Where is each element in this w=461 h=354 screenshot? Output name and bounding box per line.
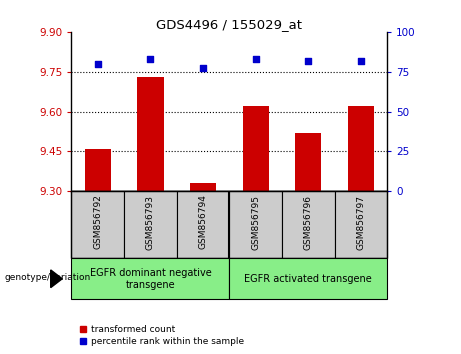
Bar bbox=[190, 183, 216, 191]
Text: genotype/variation: genotype/variation bbox=[5, 273, 91, 281]
Text: GSM856793: GSM856793 bbox=[146, 195, 155, 250]
Bar bbox=[177, 191, 229, 258]
Title: GDS4496 / 155029_at: GDS4496 / 155029_at bbox=[156, 18, 302, 31]
Point bbox=[94, 61, 101, 67]
Text: GSM856795: GSM856795 bbox=[251, 195, 260, 250]
Text: GSM856794: GSM856794 bbox=[199, 195, 207, 250]
Bar bbox=[71, 258, 229, 299]
Point bbox=[147, 56, 154, 62]
Bar bbox=[85, 149, 111, 191]
Bar bbox=[242, 106, 269, 191]
Bar bbox=[348, 106, 374, 191]
Point bbox=[252, 56, 260, 62]
Text: EGFR dominant negative
transgene: EGFR dominant negative transgene bbox=[89, 268, 211, 290]
Bar bbox=[124, 191, 177, 258]
Point bbox=[357, 58, 365, 63]
Bar bbox=[229, 258, 387, 299]
Text: EGFR activated transgene: EGFR activated transgene bbox=[244, 274, 372, 284]
Text: GSM856796: GSM856796 bbox=[304, 195, 313, 250]
Bar bbox=[282, 191, 335, 258]
Point bbox=[199, 66, 207, 72]
Bar bbox=[295, 133, 321, 191]
Bar bbox=[137, 77, 164, 191]
Bar bbox=[71, 191, 124, 258]
Bar bbox=[229, 191, 282, 258]
Legend: transformed count, percentile rank within the sample: transformed count, percentile rank withi… bbox=[76, 321, 248, 349]
Point bbox=[305, 58, 312, 63]
Text: GSM856797: GSM856797 bbox=[356, 195, 366, 250]
Polygon shape bbox=[51, 270, 62, 287]
Bar bbox=[335, 191, 387, 258]
Text: GSM856792: GSM856792 bbox=[93, 195, 102, 250]
